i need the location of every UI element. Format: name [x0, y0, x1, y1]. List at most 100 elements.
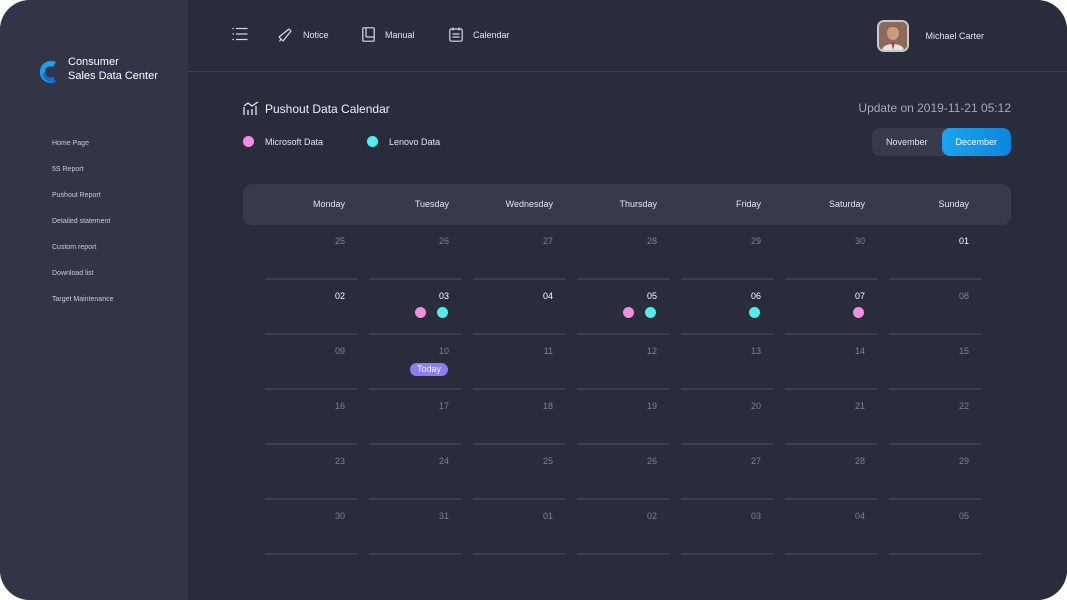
calendar-day-cell[interactable]: 12 [577, 335, 669, 390]
brand-logo-icon [40, 61, 56, 83]
calendar-day-cell[interactable]: 27 [473, 225, 565, 280]
calendar-day-cell[interactable]: 21 [785, 390, 877, 445]
calendar-day-cell[interactable]: 14 [785, 335, 877, 390]
calendar-label: Calendar [473, 29, 510, 40]
calendar-day-cell[interactable]: 28 [785, 445, 877, 500]
day-number: 26 [438, 236, 449, 246]
sidebar-item-5s-report[interactable]: 5S Report [52, 166, 84, 173]
calendar-day-cell[interactable]: 27 [681, 445, 773, 500]
calendar-day-cell[interactable]: 11 [473, 335, 565, 390]
menu-button[interactable] [232, 27, 258, 41]
calendar-day-cell[interactable]: 03 [681, 500, 773, 555]
calendar-day-cell[interactable]: 29 [681, 225, 773, 280]
main-content: Notice Manual Calendar [188, 0, 1067, 600]
microsoft-data-dot[interactable] [623, 307, 634, 318]
sidebar-item-pushout-report[interactable]: Pushout Report [52, 192, 101, 199]
day-number: 29 [958, 456, 969, 466]
page-title: Pushout Data Calendar [243, 101, 390, 116]
legend: Microsoft Data Lenovo Data [243, 136, 440, 147]
chart-line-icon [243, 101, 259, 115]
calendar-day-cell[interactable]: 08 [889, 280, 981, 335]
calendar-day-cell[interactable]: 18 [473, 390, 565, 445]
data-markers [738, 307, 760, 318]
day-number: 18 [542, 401, 553, 411]
calendar-day-cell[interactable]: 01 [473, 500, 565, 555]
calendar-day-cell[interactable]: 30 [265, 500, 357, 555]
day-number: 27 [542, 236, 553, 246]
sidebar-item-download-list[interactable]: Download list [52, 270, 94, 277]
day-number: 26 [646, 456, 657, 466]
user-profile[interactable]: Michael Carter [877, 20, 984, 52]
day-number: 04 [854, 511, 865, 521]
calendar-day-cell[interactable]: 03 [369, 280, 461, 335]
calendar-day-cell[interactable]: 24 [369, 445, 461, 500]
calendar-day-cell[interactable]: 05 [577, 280, 669, 335]
calendar-day-cell[interactable]: 22 [889, 390, 981, 445]
data-markers [404, 307, 448, 318]
calendar-body: 25 26 27 28 29 30 01 02 03 04 05 06 07 08 09 10 Today 11 1… [243, 225, 1011, 555]
calendar-day-cell[interactable]: 17 [369, 390, 461, 445]
calendar-day-cell[interactable]: 04 [473, 280, 565, 335]
calendar-day-cell[interactable]: 02 [265, 280, 357, 335]
calendar-day-cell[interactable]: 15 [889, 335, 981, 390]
calendar-day-cell[interactable]: 16 [265, 390, 357, 445]
microsoft-data-dot[interactable] [853, 307, 864, 318]
notice-button[interactable]: Notice [277, 27, 329, 43]
today-badge: Today [409, 363, 448, 376]
calendar-day-cell[interactable]: 09 [265, 335, 357, 390]
calendar-day-cell[interactable]: 23 [265, 445, 357, 500]
notice-label: Notice [303, 30, 329, 40]
microsoft-legend-dot [243, 136, 254, 147]
calendar-day-cell[interactable]: 26 [369, 225, 461, 280]
lenovo-data-dot[interactable] [437, 307, 448, 318]
calendar-day-cell[interactable]: 07 [785, 280, 877, 335]
calendar-day-cell[interactable]: 19 [577, 390, 669, 445]
manual-button[interactable]: Manual [362, 27, 415, 42]
calendar-day-cell[interactable]: 04 [785, 500, 877, 555]
calendar-day-cell[interactable]: 28 [577, 225, 669, 280]
sidebar-item-custom-report[interactable]: Custom report [52, 244, 97, 251]
weekday-monday: Monday [312, 199, 345, 209]
calendar-day-cell[interactable]: 01 [889, 225, 981, 280]
lenovo-data-dot[interactable] [749, 307, 760, 318]
lenovo-legend-dot [367, 136, 379, 147]
month-november-button[interactable]: November [885, 137, 928, 147]
calendar-day-cell[interactable]: 25 [473, 445, 565, 500]
sidebar-item-target-maintenance[interactable]: Target Maintenance [52, 296, 114, 303]
calendar-day-cell[interactable]: 26 [577, 445, 669, 500]
lenovo-data-dot[interactable] [645, 307, 656, 318]
month-december-button[interactable]: December [941, 128, 1011, 156]
legend-microsoft: Microsoft Data [265, 136, 324, 147]
megaphone-icon [278, 28, 292, 42]
brand-line-2: Sales Data Center [68, 70, 158, 82]
day-number: 25 [334, 236, 345, 246]
day-number: 28 [854, 456, 865, 466]
day-number: 03 [750, 511, 761, 521]
calendar-day-cell[interactable]: 20 [681, 390, 773, 445]
day-number: 10 [438, 346, 449, 356]
calendar-day-cell[interactable]: 06 [681, 280, 773, 335]
calendar-day-cell[interactable]: 13 [681, 335, 773, 390]
weekday-header: Monday Tuesday Wednesday Thursday Friday… [243, 184, 1011, 225]
sidebar-item-home-page[interactable]: Home Page [52, 140, 89, 147]
calendar-day-cell[interactable]: 10 Today [369, 335, 461, 390]
calendar-grid: Monday Tuesday Wednesday Thursday Friday… [243, 184, 1011, 555]
day-number: 21 [854, 401, 865, 411]
calendar-day-cell[interactable]: 31 [369, 500, 461, 555]
weekday-thursday: Thursday [619, 199, 657, 209]
calendar-day-cell[interactable]: 29 [889, 445, 981, 500]
calendar-day-cell[interactable]: 02 [577, 500, 669, 555]
calendar-day-cell[interactable]: 25 [265, 225, 357, 280]
user-avatar-icon [879, 22, 908, 50]
brand: Consumer Sales Data Center [38, 55, 158, 85]
calendar-day-cell[interactable]: 30 [785, 225, 877, 280]
sidebar-item-detailed-statement[interactable]: Detailed statement [52, 218, 111, 225]
calendar-button[interactable]: Calendar [449, 27, 510, 42]
microsoft-data-dot[interactable] [415, 307, 426, 318]
day-number: 20 [750, 401, 761, 411]
calendar-day-cell[interactable]: 05 [889, 500, 981, 555]
avatar[interactable] [877, 20, 910, 52]
day-number: 25 [542, 456, 553, 466]
day-number: 06 [750, 291, 761, 301]
day-number: 31 [438, 511, 449, 521]
